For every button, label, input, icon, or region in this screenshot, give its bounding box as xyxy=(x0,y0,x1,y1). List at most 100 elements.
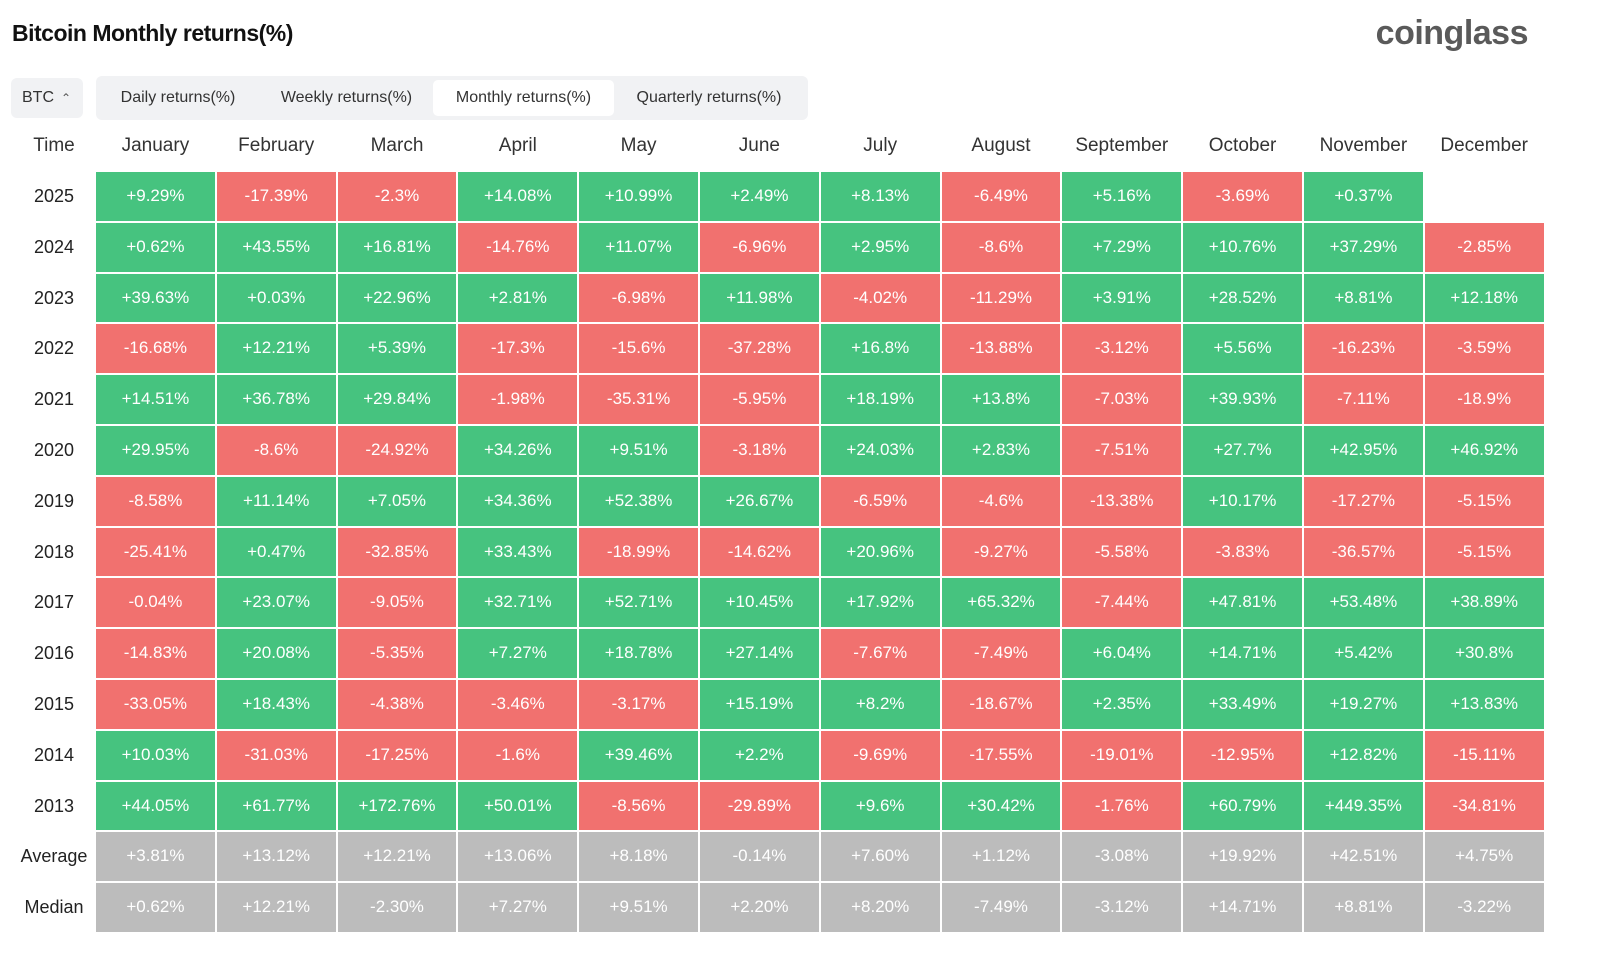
return-cell: +8.81% xyxy=(1304,883,1423,932)
return-cell: +18.78% xyxy=(579,629,698,678)
return-cell: -4.38% xyxy=(337,680,457,729)
return-cell: +7.27% xyxy=(458,883,578,932)
return-cell: -5.95% xyxy=(700,375,819,424)
tab[interactable]: Monthly returns(%) xyxy=(433,80,614,116)
return-cell: +4.75% xyxy=(1424,832,1544,882)
tab-bar: Daily returns(%) Weekly returns(%) Monthly… xyxy=(96,76,808,120)
return-cell: +39.63% xyxy=(96,273,215,323)
return-cell: -13.88% xyxy=(941,324,1061,374)
return-cell: +0.37% xyxy=(1304,172,1423,221)
return-cell: +33.43% xyxy=(458,527,578,577)
return-cell: -31.03% xyxy=(216,730,336,780)
return-cell: +449.35% xyxy=(1304,781,1423,831)
return-cell: +29.84% xyxy=(337,375,457,424)
column-header: October xyxy=(1208,135,1277,156)
return-cell: -3.83% xyxy=(1183,527,1302,577)
return-cell: -3.69% xyxy=(1183,172,1302,221)
return-cell: +2.20% xyxy=(700,883,819,932)
return-cell: -15.11% xyxy=(1424,730,1544,780)
return-cell: -5.15% xyxy=(1424,476,1544,526)
row-label: 2018 xyxy=(33,541,75,562)
return-cell: +2.95% xyxy=(820,222,940,272)
return-cell: -18.67% xyxy=(941,680,1061,729)
return-cell: -29.89% xyxy=(700,781,819,831)
return-cell: -11.29% xyxy=(941,273,1061,323)
return-cell: +8.81% xyxy=(1304,273,1423,323)
return-cell: +11.98% xyxy=(700,273,819,323)
return-cell: +17.92% xyxy=(820,578,940,628)
return-cell: +20.08% xyxy=(216,629,336,678)
return-cell: +10.03% xyxy=(96,730,215,780)
return-cell: +52.38% xyxy=(579,476,698,526)
return-cell: +9.6% xyxy=(820,781,940,831)
return-cell: -4.6% xyxy=(941,476,1061,526)
return-cell: +39.46% xyxy=(579,730,698,780)
return-cell: -7.51% xyxy=(1062,426,1182,475)
return-cell: -18.9% xyxy=(1424,375,1544,424)
return-cell: -9.05% xyxy=(337,578,457,628)
return-cell: +1.12% xyxy=(941,832,1061,882)
row-label: 2025 xyxy=(33,186,75,206)
return-cell: +61.77% xyxy=(216,781,336,831)
return-cell: -12.95% xyxy=(1183,730,1302,780)
return-cell: -3.22% xyxy=(1424,883,1544,932)
selector-arrow: ⌃ xyxy=(60,91,71,105)
return-cell: +33.49% xyxy=(1183,680,1302,729)
tab[interactable]: Quarterly returns(%) xyxy=(636,89,782,106)
return-cell: +0.62% xyxy=(96,222,215,272)
return-cell: -6.96% xyxy=(700,222,819,272)
return-cell: +65.32% xyxy=(941,578,1061,628)
coin-selector-label: BTC xyxy=(22,89,54,106)
return-cell: +12.21% xyxy=(216,883,336,932)
return-cell: -1.6% xyxy=(458,730,578,780)
row-label: 2013 xyxy=(33,795,75,816)
return-cell: +10.99% xyxy=(579,172,698,221)
return-cell: -1.76% xyxy=(1062,781,1182,831)
return-cell: -34.81% xyxy=(1424,781,1544,831)
return-cell: -17.39% xyxy=(216,172,336,221)
return-cell: +36.78% xyxy=(216,375,336,424)
return-cell: -18.99% xyxy=(579,527,698,577)
column-header: February xyxy=(238,135,315,156)
return-cell: +14.51% xyxy=(96,375,215,424)
logo: coinglass xyxy=(1375,14,1529,52)
return-cell: +8.20% xyxy=(820,883,940,932)
row-label: Median xyxy=(24,897,84,918)
return-cell: -3.08% xyxy=(1062,832,1182,882)
return-cell: -13.38% xyxy=(1062,476,1182,526)
return-cell: +13.06% xyxy=(458,832,578,882)
column-header: July xyxy=(863,135,898,156)
return-cell: +29.95% xyxy=(96,426,215,475)
return-cell: +14.08% xyxy=(458,172,578,221)
return-cell: +0.62% xyxy=(96,883,215,932)
return-cell: +14.71% xyxy=(1183,629,1302,678)
return-cell: -32.85% xyxy=(337,527,457,577)
return-cell: +30.42% xyxy=(941,781,1061,831)
tab[interactable]: Daily returns(%) xyxy=(120,89,236,106)
return-cell: -17.55% xyxy=(941,730,1061,780)
return-cell: -2.85% xyxy=(1424,222,1544,272)
return-cell: +27.7% xyxy=(1183,426,1302,475)
return-cell: +14.71% xyxy=(1183,883,1302,932)
return-cell: -9.69% xyxy=(820,730,940,780)
return-cell: +47.81% xyxy=(1183,578,1302,628)
return-cell: +42.51% xyxy=(1304,832,1423,882)
column-header: Time xyxy=(33,135,75,156)
return-cell: +2.35% xyxy=(1062,680,1182,729)
return-cell: -5.15% xyxy=(1424,527,1544,577)
return-cell: -7.03% xyxy=(1062,375,1182,424)
return-cell: -5.58% xyxy=(1062,527,1182,577)
tab[interactable]: Weekly returns(%) xyxy=(280,89,413,106)
page-title: Bitcoin Monthly returns(%) xyxy=(12,20,293,46)
return-cell: +16.8% xyxy=(820,324,940,374)
return-cell: +13.8% xyxy=(941,375,1061,424)
return-cell: -17.27% xyxy=(1304,476,1423,526)
return-cell: +172.76% xyxy=(337,781,457,831)
return-cell: +11.07% xyxy=(579,222,698,272)
return-cell: -2.3% xyxy=(337,172,457,221)
column-header: April xyxy=(498,135,537,156)
column-header: November xyxy=(1319,135,1408,156)
coin-selector[interactable]: BTC ⌃ xyxy=(11,78,83,118)
return-cell: +9.29% xyxy=(96,172,215,221)
